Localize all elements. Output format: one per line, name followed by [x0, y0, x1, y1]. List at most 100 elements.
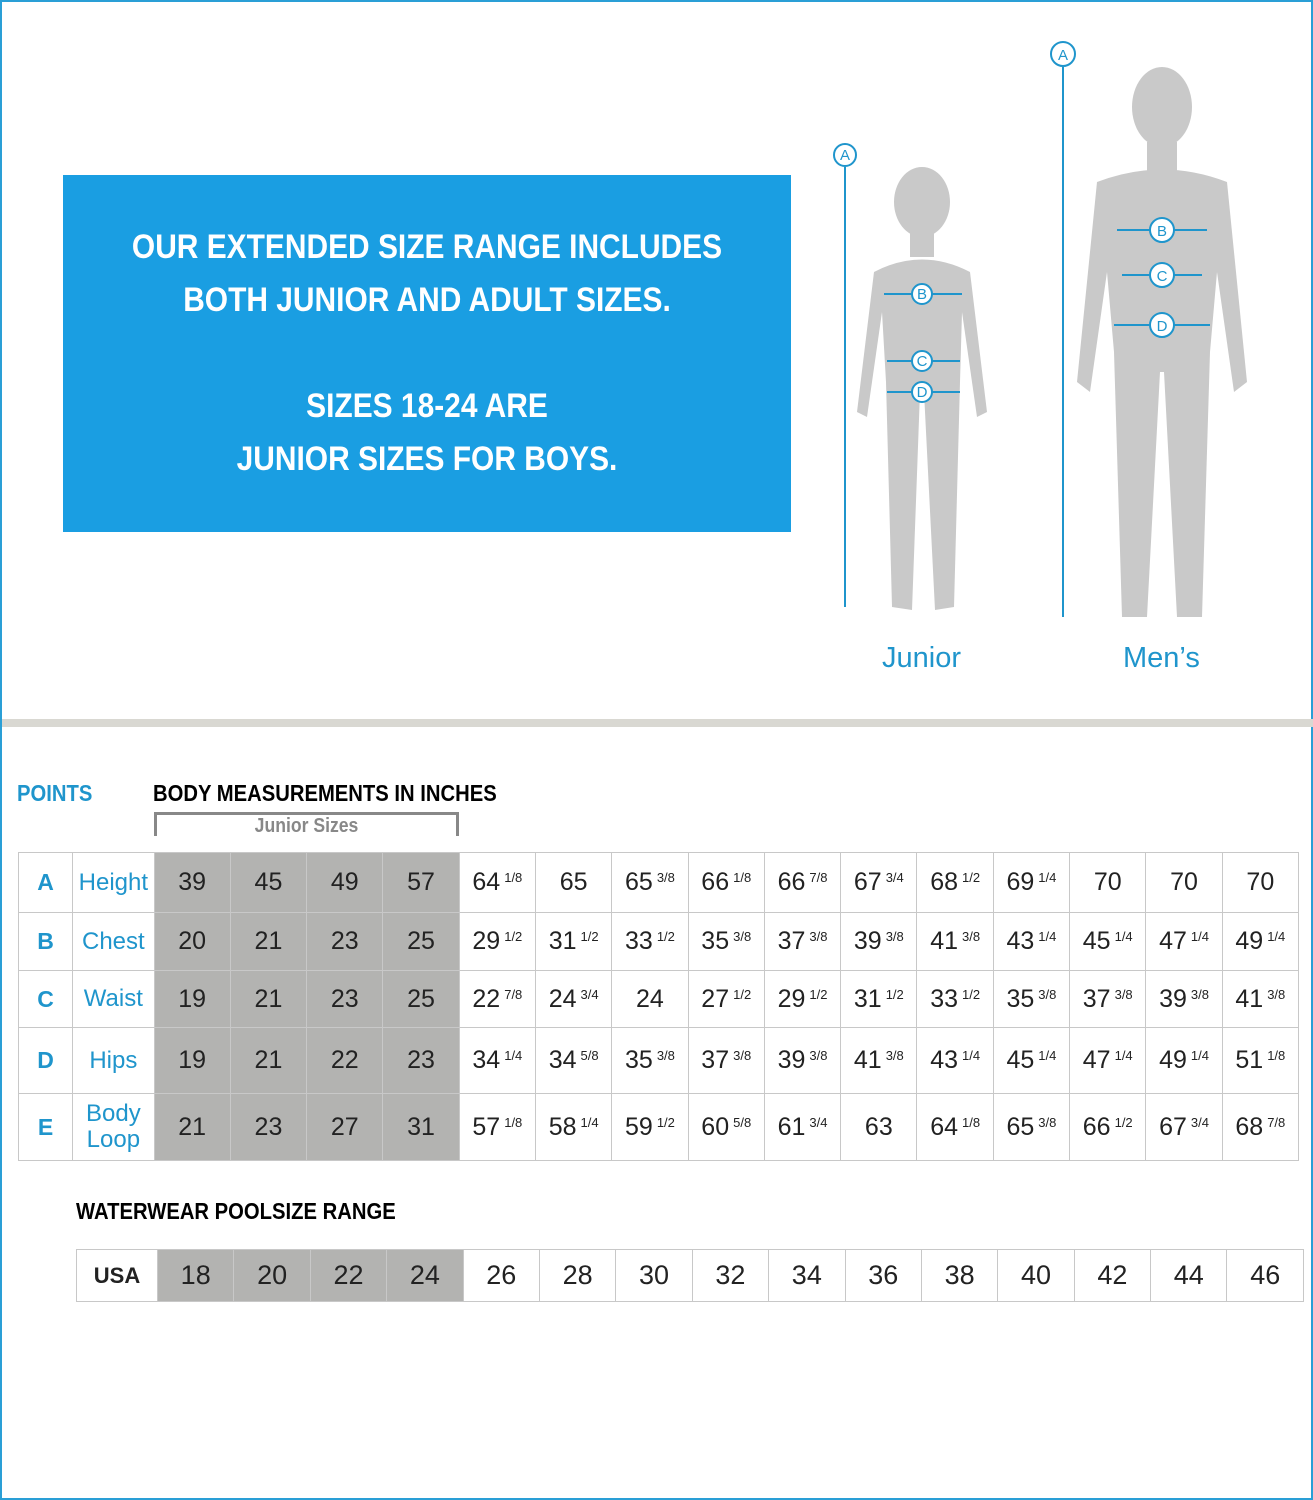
value-whole: 67	[853, 868, 882, 896]
value-fraction: 3/8	[1038, 986, 1057, 1002]
value-fraction: 7/8	[809, 870, 828, 885]
pool-size-cell: 28	[538, 1249, 617, 1302]
value-whole: 33	[930, 984, 958, 1013]
value-whole: 70	[1093, 868, 1122, 896]
pool-size-cell: 22	[309, 1249, 388, 1302]
value-whole: 31	[548, 927, 577, 955]
measurement-cell: 70	[1221, 852, 1300, 913]
table-row: E Body Loop 21 23 27 31 57 1/8 58 1/4 59 1/2 60 5/8 61 3…	[17, 1093, 1300, 1161]
value-whole: 27	[701, 984, 730, 1013]
measurement-cell: 49 1/4	[1221, 912, 1300, 971]
measurement-cell: 51 1/8	[1221, 1027, 1300, 1094]
value-whole: 19	[178, 984, 207, 1013]
value-fraction: 3/8	[809, 929, 828, 944]
measurement-cell: 23	[382, 1027, 460, 1094]
value-fraction: 1/2	[504, 929, 523, 944]
value-fraction: 7/8	[504, 986, 523, 1002]
value-whole: 70	[1246, 868, 1275, 896]
junior-label: Junior	[882, 642, 961, 674]
measurement-cell: 20	[153, 912, 231, 971]
point-label: C	[1157, 268, 1168, 285]
table-row: B Chest 20 21 23 25 29 1/2 31 1/2 33 1/2 35 3/8 37 3/8 3…	[17, 912, 1300, 971]
measurement-cell: 27	[306, 1093, 384, 1161]
measurement-cell: 23	[306, 912, 384, 971]
value-whole: 31	[853, 984, 882, 1013]
measurement-cell: 45 1/4	[1069, 912, 1147, 971]
value-fraction: 1/2	[733, 986, 752, 1002]
pool-size-cell: 18	[156, 1249, 235, 1302]
usa-label: USA	[76, 1249, 158, 1302]
measurement-cell: 37 3/8	[1069, 970, 1147, 1028]
value-whole: 47	[1159, 927, 1187, 955]
value-fraction: 3/4	[885, 870, 904, 885]
point-label: A	[840, 147, 850, 164]
junior-silhouette	[857, 167, 987, 610]
value-whole: 43	[930, 1046, 958, 1074]
measurement-cell: 41 3/8	[1221, 970, 1300, 1028]
measurement-cell: 66 1/2	[1069, 1093, 1147, 1161]
value-whole: 66	[701, 868, 730, 896]
measurement-cell: 22	[306, 1027, 384, 1094]
measurement-cell: 70	[1069, 852, 1147, 913]
value-whole: 63	[864, 1112, 893, 1141]
measurement-cell: 34 1/4	[458, 1027, 537, 1094]
value-whole: 39	[178, 868, 207, 896]
table-row: D Hips 19 21 22 23 34 1/4 34 5/8 35 3/8 37 3/8 39 3/8 41…	[17, 1027, 1300, 1094]
value-whole: 68	[930, 868, 958, 896]
value-fraction: 3/8	[1190, 986, 1209, 1002]
measurement-cell: 41 3/8	[840, 1027, 918, 1094]
value-fraction: 1/4	[1114, 1048, 1133, 1063]
value-whole: 68	[1235, 1112, 1264, 1141]
value-whole: 59	[625, 1112, 653, 1141]
value-fraction: 5/8	[733, 1114, 752, 1130]
value-fraction: 3/8	[809, 1048, 828, 1063]
value-fraction: 3/8	[1267, 986, 1286, 1002]
measurement-cell: 23	[306, 970, 384, 1028]
value-whole: 37	[701, 1046, 730, 1074]
value-whole: 33	[625, 927, 653, 955]
value-whole: 39	[777, 1046, 806, 1074]
measurement-cell: 67 3/4	[1145, 1093, 1223, 1161]
pool-size-cell: 40	[997, 1249, 1075, 1302]
measurement-cell: 31 1/2	[840, 970, 918, 1028]
value-whole: 37	[777, 927, 806, 955]
measurement-cell: 35 3/8	[687, 912, 765, 971]
value-fraction: 1/8	[1267, 1048, 1286, 1063]
measurement-cell: 21	[229, 970, 308, 1028]
value-fraction: 1/4	[504, 1048, 523, 1063]
measurement-cell: 39	[153, 852, 231, 913]
value-fraction: 3/8	[885, 1048, 904, 1063]
measurement-cell: 19	[153, 970, 231, 1028]
value-whole: 29	[472, 927, 501, 955]
measure-label: Hips	[72, 1027, 155, 1094]
value-whole: 57	[407, 868, 435, 896]
measurement-cell: 60 5/8	[687, 1093, 765, 1161]
promo-banner: OUR EXTENDED SIZE RANGE INCLUDES BOTH JU…	[63, 175, 791, 532]
pool-size-cell: 32	[691, 1249, 770, 1302]
point-label: A	[1058, 47, 1068, 64]
value-whole: 51	[1235, 1046, 1264, 1074]
body-figures-illustration: A A B C D B C D	[833, 41, 1247, 617]
value-whole: 65	[1006, 1112, 1035, 1141]
mens-silhouette	[1077, 67, 1247, 617]
value-whole: 39	[853, 927, 882, 955]
measurement-cell: 22 7/8	[458, 970, 537, 1028]
measurement-cell: 69 1/4	[992, 852, 1071, 913]
measurement-cell: 25	[382, 912, 460, 971]
value-whole: 19	[178, 1046, 207, 1074]
value-whole: 66	[777, 868, 806, 896]
value-whole: 64	[472, 868, 501, 896]
measurement-cell: 31 1/2	[534, 912, 613, 971]
value-fraction: 1/4	[1038, 870, 1057, 885]
value-whole: 25	[407, 984, 435, 1013]
promo-line: SIZES 18-24 ARE	[306, 387, 548, 425]
measurement-cell: 49 1/4	[1145, 1027, 1223, 1094]
value-whole: 22	[472, 984, 501, 1013]
value-whole: 45	[254, 868, 283, 896]
value-fraction: 3/8	[1114, 986, 1133, 1002]
measurement-cell: 43 1/4	[992, 912, 1071, 971]
measurement-cell: 19	[153, 1027, 231, 1094]
measure-label: Height	[72, 852, 155, 913]
junior-sizes-label: Junior Sizes	[254, 815, 359, 837]
measurement-cell: 41 3/8	[916, 912, 994, 971]
